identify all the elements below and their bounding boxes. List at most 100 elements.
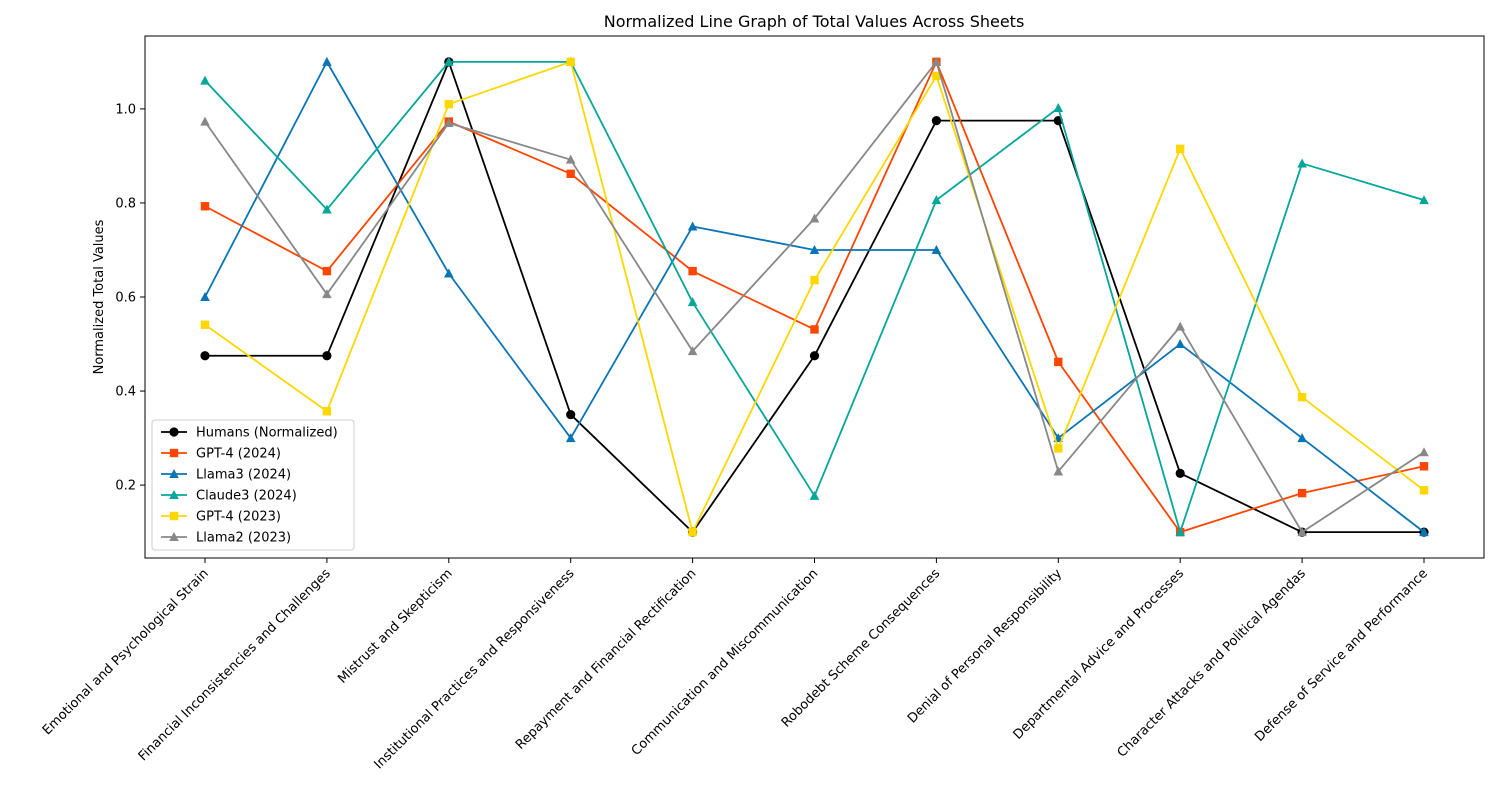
series-llama3-2024-line [204,60,1425,533]
y-axis-label: Normalized Total Values [92,219,107,374]
series-gpt-4-2023-point [1054,444,1063,453]
series-gpt-4-2023-point [688,527,697,537]
y-axis: 0.2 0.4 0.6 0.8 1.0 [115,102,145,494]
y-tick-label: 0.2 [115,479,136,494]
series-llama3-2024-point [1419,527,1429,537]
series-claude3-2024-point [1053,102,1064,112]
y-tick-label: 0.6 [115,291,136,306]
legend-item-llama2-2023: Llama2 (2023) [161,531,291,546]
series-llama2-2023-point [1419,447,1429,457]
series-llama2-2023-point [809,213,820,223]
legend-label: Llama2 (2023) [196,531,291,546]
series-gpt-4-2023-point [810,275,819,285]
legend-point [169,469,179,478]
x-axis: Emotional and Psychological StrainFinanc… [40,558,1431,772]
series-gpt-4-2023-point [1297,392,1307,402]
series-claude3-2024-point [444,56,454,66]
series-humans-normalized-point [1175,468,1185,478]
series-gpt-4-2024 [200,57,1429,537]
series-humans-normalized-point [931,116,942,126]
series-gpt-4-2023-point [1176,144,1185,154]
series-gpt-4-2023-point [444,99,453,109]
legend-point [169,448,179,458]
y-tick-label: 1.0 [115,102,136,117]
series-humans-normalized-point [322,351,332,361]
legend-item-gpt-4-2023: GPT-4 (2023) [161,510,281,525]
series-llama2-2023-point [565,154,576,164]
series-llama3-2024-point [1175,339,1185,349]
series-gpt-4-2023 [200,57,1429,537]
series-gpt-4-2023-line [204,60,1425,534]
series-gpt-4-2024-point [1419,462,1429,471]
legend-item-claude3-2024: Claude3 (2024) [161,489,297,504]
series-llama2-2023-point [687,346,698,356]
legend-label: Llama3 (2024) [196,468,291,483]
series-gpt-4-2024-point [566,169,575,178]
legend-item-llama3-2024: Llama3 (2024) [161,468,291,483]
series-gpt-4-2024-point [322,266,332,276]
legend-point [169,511,179,521]
series-gpt-4-2024-point [1297,488,1307,498]
series-llama3-2024-point [1297,433,1307,443]
series-humans-normalized-line [205,60,1424,534]
x-tick-label: Communication and Miscommunication [629,566,822,759]
series-llama3-2024-point [444,268,454,278]
series-claude3-2024 [200,56,1429,537]
series-gpt-4-2023-point [200,320,210,329]
x-tick-label: Financial Inconsistencies and Challenges [136,566,334,764]
series-llama3-2024-point [322,56,332,66]
series-claude3-2024-point [1175,527,1185,537]
series-llama3-2024 [200,56,1429,537]
series-claude3-2024-point [931,195,942,205]
legend: Humans (Normalized) GPT-4 (2024) Llama3 (2… [151,419,355,551]
series-llama2-2023-point [1175,321,1185,331]
series-llama2-2023-point [1053,466,1064,476]
series-humans-normalized [200,57,1429,537]
x-tick-label: Institutional Practices and Responsivene… [371,566,577,772]
series-llama2-2023-point [444,118,454,127]
series-llama3-2024-point [687,221,698,231]
series-llama2-2023-point [200,116,210,126]
series-gpt-4-2023-point [932,71,941,81]
legend-point [169,490,179,499]
legend-label: Claude3 (2024) [196,489,297,504]
series-claude3-2024-point [687,297,698,307]
series-llama3-2024-point [200,292,210,301]
series-claude3-2024-point [809,490,820,500]
series-humans-normalized-point [566,409,576,420]
x-tick-label: Character Attacks and Political Agendas [1115,566,1309,760]
series-llama2-2023-point [322,289,332,299]
series-claude3-2024-point [1419,195,1429,205]
legend-item-gpt-4-2024: GPT-4 (2024) [161,447,281,462]
legend-label: GPT-4 (2023) [196,510,281,525]
series-llama3-2024-point [931,244,942,254]
series-gpt-4-2024-point [200,202,210,211]
series-gpt-4-2023-point [1419,486,1429,495]
series-gpt-4-2023-point [566,57,575,67]
legend-label: Humans (Normalized) [196,426,338,441]
series-gpt-4-2024-point [810,325,819,334]
legend-box [151,419,355,551]
series-gpt-4-2024-point [1054,357,1063,367]
series-llama2-2023-point [1297,527,1307,537]
legend-point [169,427,179,437]
x-tick-label: Mistrust and Skepticism [335,566,455,686]
series-gpt-4-2023-point [322,407,332,416]
series-claude3-2024-point [322,204,332,214]
series-humans-normalized-point [809,351,820,361]
series-claude3-2024-point [200,75,210,85]
legend-item-humans-normalized: Humans (Normalized) [161,426,338,441]
y-tick-label: 0.4 [115,385,136,400]
series-llama3-2024-point [565,433,576,443]
series-claude3-2024-point [1297,158,1307,168]
series-humans-normalized-point [200,351,210,361]
chart-title: Normalized Line Graph of Total Values Ac… [604,12,1025,31]
series-llama3-2024-point [809,244,820,254]
y-tick-label: 0.8 [115,196,136,211]
series-claude3-2024-line [204,60,1425,534]
series-layer [200,56,1429,537]
legend-label: GPT-4 (2024) [196,447,281,462]
series-llama2-2023-point [931,56,942,66]
series-llama2-2023-line [204,60,1425,534]
